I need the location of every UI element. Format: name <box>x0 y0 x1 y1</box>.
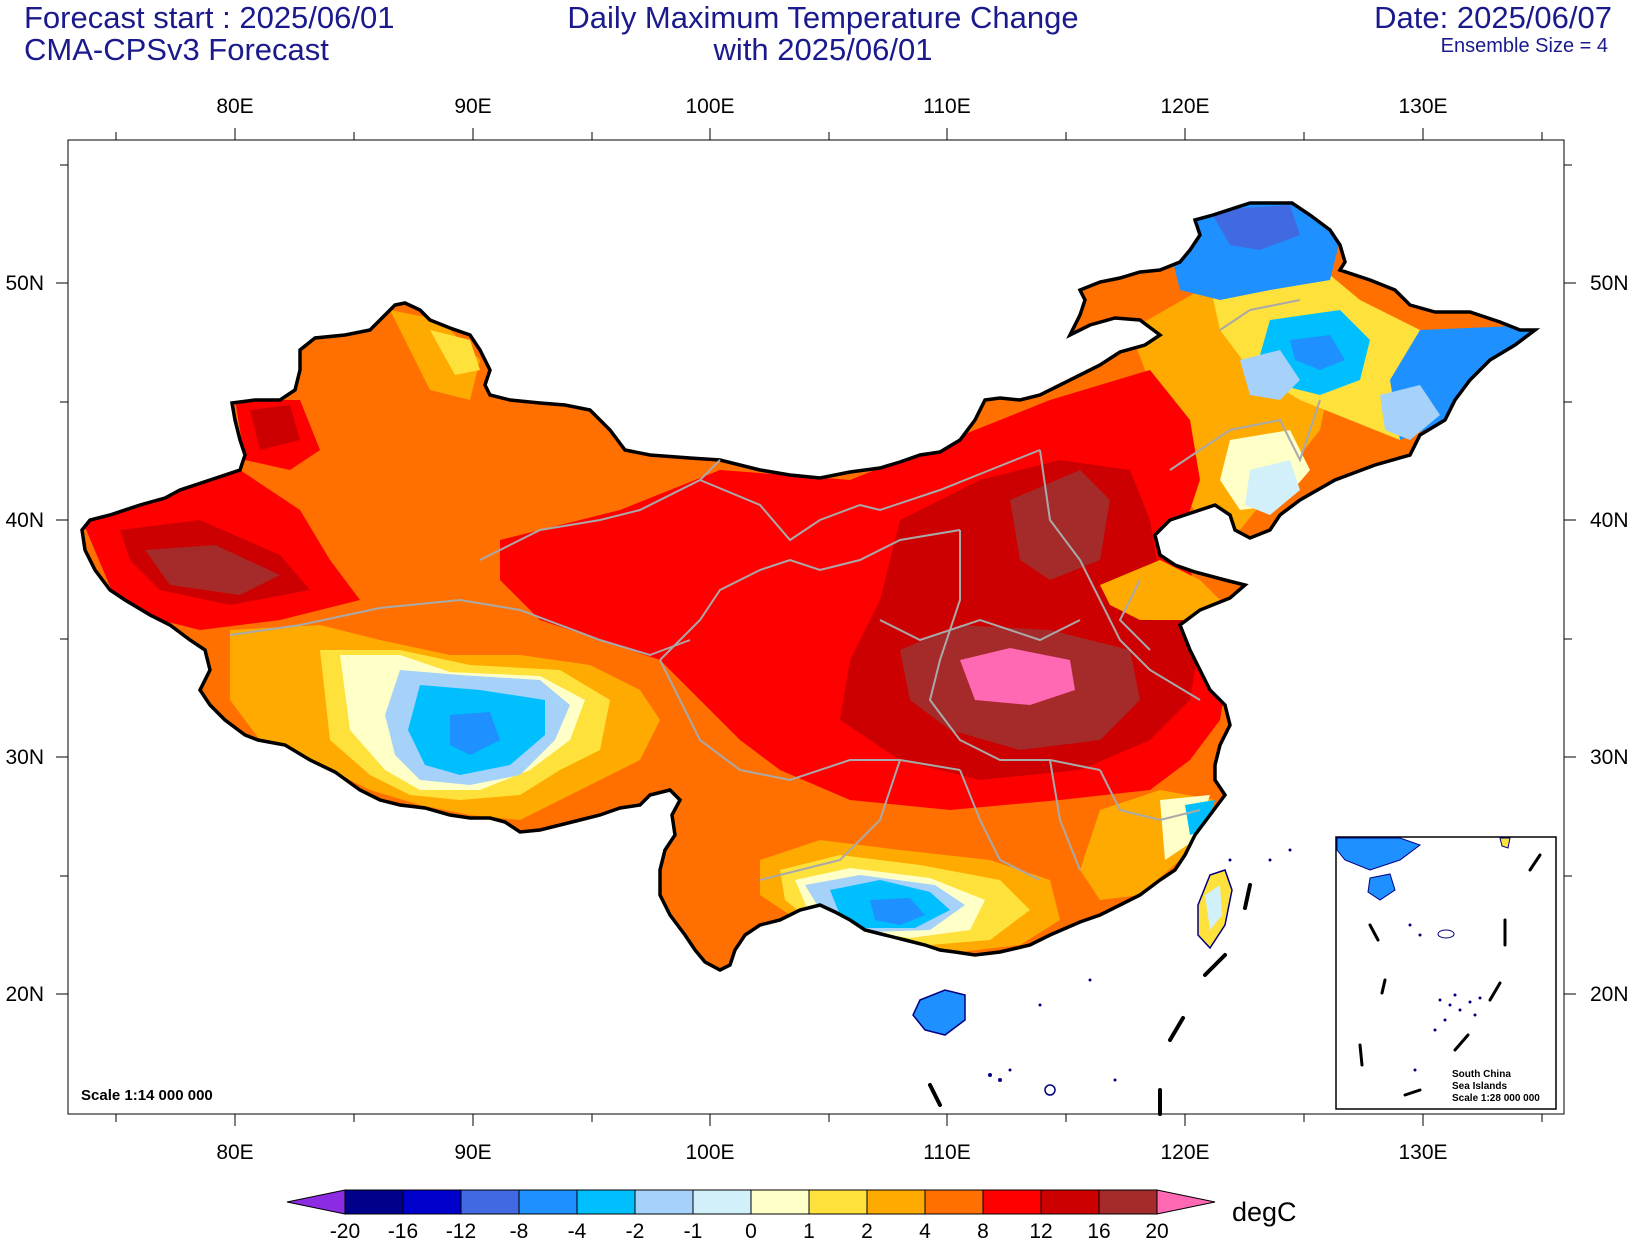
colorbar-swatch <box>866 1189 926 1215</box>
inset-title-2: Sea Islands <box>1452 1081 1507 1092</box>
colorbar-swatch <box>576 1189 636 1215</box>
south-china-sea-inset: South China Sea Islands Scale 1:28 000 0… <box>1335 836 1557 1110</box>
colorbar-level-label: -20 <box>330 1220 360 1241</box>
lon-label: 120E <box>1160 95 1209 118</box>
lat-label: 40N <box>5 509 44 532</box>
colorbar-level-label: 1 <box>803 1220 815 1241</box>
inset-title-1: South China <box>1452 1069 1511 1080</box>
colorbar-swatch <box>518 1189 578 1215</box>
lon-label: 110E <box>923 95 971 118</box>
colorbar-swatch <box>982 1189 1042 1215</box>
lon-label: 100E <box>685 1141 734 1164</box>
lat-labels-right: 50N 40N 30N 20N <box>1590 272 1629 1006</box>
colorbar-swatch <box>924 1189 984 1215</box>
colorbar-level-label: 4 <box>919 1220 931 1241</box>
colorbar-unit: degC <box>1232 1197 1297 1227</box>
colorbar-swatch <box>750 1189 810 1215</box>
colorbar-level-label: -4 <box>568 1220 587 1241</box>
forecast-start-label: Forecast start : 2025/06/01 <box>24 0 395 35</box>
colorbar-level-label: -2 <box>626 1220 645 1241</box>
colorbar-swatch <box>460 1189 520 1215</box>
lon-label: 80E <box>216 95 253 118</box>
colorbar-level-label: -1 <box>684 1220 703 1241</box>
map-title: Daily Maximum Temperature Change <box>567 0 1079 35</box>
colorbar-level-label: -16 <box>388 1220 418 1241</box>
colorbar-level-label: -12 <box>446 1220 476 1241</box>
colorbar-swatch <box>808 1189 868 1215</box>
lat-label: 50N <box>5 272 44 295</box>
map-scale-note: Scale 1:14 000 000 <box>81 1087 213 1104</box>
lon-label: 110E <box>923 1141 971 1164</box>
lon-label: 100E <box>685 95 734 118</box>
colorbar-level-label: 12 <box>1029 1220 1052 1241</box>
lat-label: 20N <box>5 983 44 1006</box>
inset-scale: Scale 1:28 000 000 <box>1452 1093 1540 1104</box>
colorbar-under-arrow <box>286 1189 346 1215</box>
lat-label: 30N <box>5 746 44 769</box>
valid-date-label: Date: 2025/06/07 <box>1374 0 1612 35</box>
colorbar-level-label: 0 <box>745 1220 757 1241</box>
model-label: CMA-CPSv3 Forecast <box>24 32 329 67</box>
dash-line-segments <box>928 883 1252 1116</box>
lon-label: 90E <box>454 1141 491 1164</box>
colorbar-swatch <box>402 1189 462 1215</box>
lon-label: 80E <box>216 1141 253 1164</box>
colorbar-level-label: 2 <box>861 1220 873 1241</box>
colorbar-swatch <box>344 1189 404 1215</box>
map-subtitle: with 2025/06/01 <box>713 32 933 67</box>
colorbar-level-label: -8 <box>510 1220 529 1241</box>
islets <box>988 848 1292 1096</box>
lon-label: 90E <box>454 95 491 118</box>
lat-labels-left: 50N 40N 30N 20N <box>5 272 44 1006</box>
lon-label: 120E <box>1160 1141 1209 1164</box>
colorbar-level-label: 8 <box>977 1220 989 1241</box>
colorbar-over-arrow <box>1156 1189 1216 1215</box>
colorbar-swatch <box>692 1189 752 1215</box>
ensemble-size-label: Ensemble Size = 4 <box>1440 35 1608 57</box>
colorbar-swatch <box>1040 1189 1100 1215</box>
colorbar-swatch <box>634 1189 694 1215</box>
lon-labels-top: 80E 90E 100E 110E 120E 130E <box>216 95 1447 118</box>
lat-label: 50N <box>1590 272 1629 295</box>
hainan-island <box>912 989 966 1036</box>
china-border <box>80 201 1541 972</box>
province-boundaries <box>229 299 1321 881</box>
lat-label: 20N <box>1590 983 1629 1006</box>
lat-label: 30N <box>1590 746 1629 769</box>
colorbar-swatch <box>1098 1189 1158 1215</box>
lon-label: 130E <box>1398 1141 1447 1164</box>
colorbar-level-label: 20 <box>1145 1220 1168 1241</box>
colorbar-level-label: 16 <box>1087 1220 1110 1241</box>
colorbar: -20 -16 -12 -8 -4 -2 -1 0 1 2 4 8 12 16 20 <box>286 1189 1216 1241</box>
lat-label: 40N <box>1590 509 1629 532</box>
lon-label: 130E <box>1398 95 1447 118</box>
lon-labels-bottom: 80E 90E 100E 110E 120E 130E <box>216 1141 1447 1164</box>
frame-ticks <box>56 128 1576 1126</box>
